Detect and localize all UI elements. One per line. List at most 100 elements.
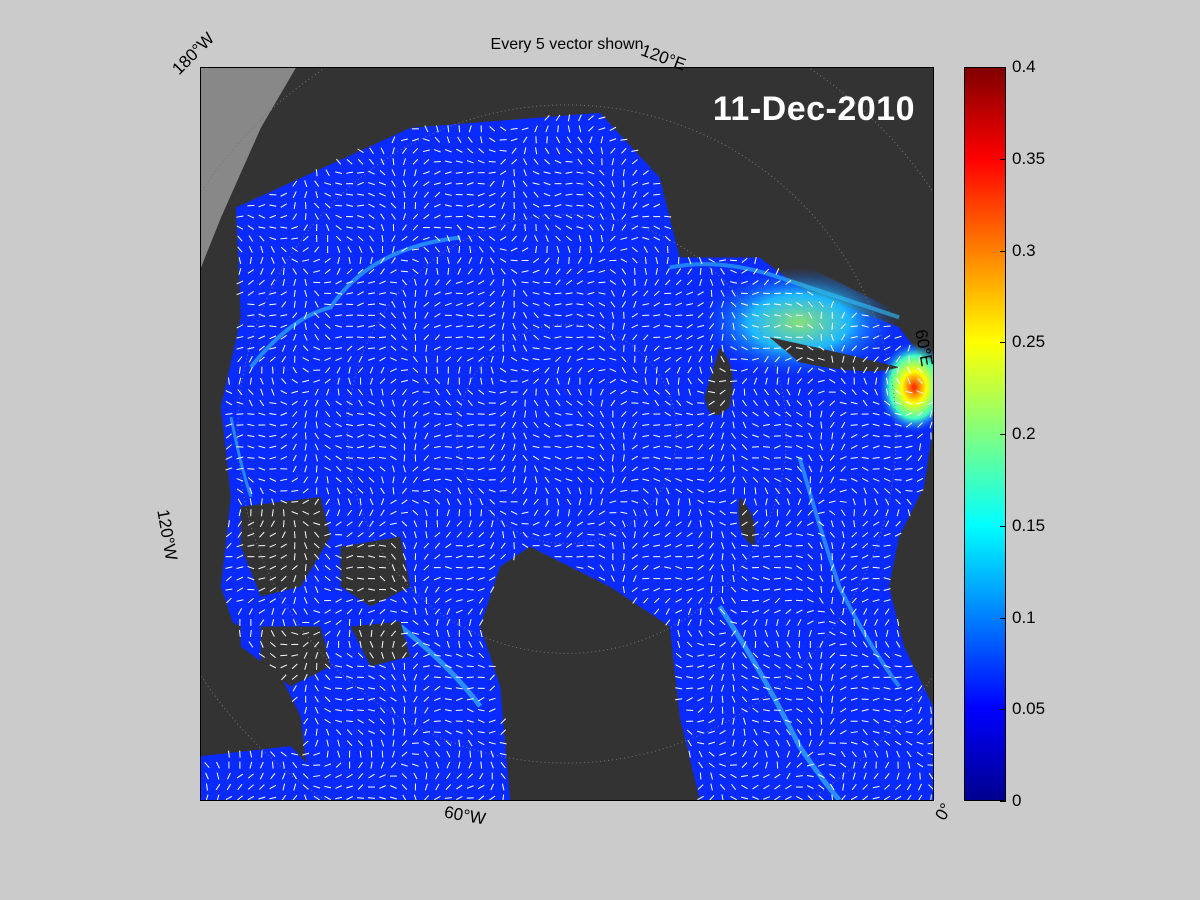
velocity-vector <box>346 457 354 459</box>
velocity-vector <box>379 192 386 197</box>
velocity-vector <box>665 619 671 626</box>
velocity-vector <box>226 597 232 604</box>
velocity-vector <box>368 718 375 724</box>
velocity-vector <box>907 761 911 769</box>
velocity-vector <box>357 729 364 735</box>
velocity-vector <box>490 267 494 275</box>
velocity-vector <box>741 576 748 582</box>
velocity-vector <box>709 323 715 330</box>
velocity-vector <box>488 719 496 723</box>
velocity-vector <box>348 366 351 374</box>
velocity-vector <box>402 465 406 473</box>
velocity-vector <box>720 290 725 297</box>
colorbar-tick-label: 0.3 <box>1012 240 1036 260</box>
velocity-vector <box>259 531 265 538</box>
velocity-vector <box>425 772 428 780</box>
velocity-vector <box>532 302 540 306</box>
velocity-vector <box>368 609 375 614</box>
velocity-vector <box>325 410 331 418</box>
velocity-vector <box>654 246 660 253</box>
velocity-vector <box>808 663 813 670</box>
velocity-vector <box>675 356 682 362</box>
velocity-vector <box>796 675 803 680</box>
velocity-vector <box>303 597 308 604</box>
velocity-vector <box>478 795 485 800</box>
velocity-vector <box>861 445 869 449</box>
velocity-vector <box>280 214 288 219</box>
velocity-vector <box>238 268 242 275</box>
velocity-vector <box>622 289 626 297</box>
velocity-vector <box>732 388 736 396</box>
velocity-vector <box>697 434 705 438</box>
velocity-vector <box>820 564 823 572</box>
velocity-vector <box>850 401 858 405</box>
velocity-vector <box>577 476 583 483</box>
velocity-vector <box>720 279 725 286</box>
velocity-vector <box>829 663 835 670</box>
velocity-vector <box>291 258 299 263</box>
velocity-vector <box>292 333 297 341</box>
velocity-vector <box>600 399 604 407</box>
velocity-vector <box>807 553 814 560</box>
velocity-vector <box>499 236 507 241</box>
velocity-vector <box>795 456 803 460</box>
velocity-vector <box>829 488 836 494</box>
velocity-vector <box>478 389 485 395</box>
velocity-vector <box>346 400 353 406</box>
velocity-vector <box>609 280 617 285</box>
velocity-vector <box>554 159 562 164</box>
velocity-vector <box>335 554 343 559</box>
velocity-vector <box>292 411 298 417</box>
velocity-vector <box>762 303 771 306</box>
velocity-vector <box>292 454 297 462</box>
velocity-vector <box>631 478 639 481</box>
velocity-vector <box>445 740 452 746</box>
velocity-vector <box>488 708 496 713</box>
velocity-vector <box>357 235 364 242</box>
velocity-vector <box>467 268 473 275</box>
velocity-vector <box>512 224 516 231</box>
velocity-vector <box>763 456 770 460</box>
velocity-vector <box>423 795 430 800</box>
velocity-vector <box>565 235 573 242</box>
colorbar-tick-label: 0.25 <box>1012 332 1046 352</box>
velocity-vector <box>754 487 757 495</box>
velocity-vector <box>754 629 757 638</box>
velocity-vector <box>763 389 769 396</box>
velocity-vector <box>270 279 276 286</box>
velocity-vector <box>412 400 419 406</box>
velocity-vector <box>302 379 310 383</box>
velocity-vector <box>751 357 760 361</box>
velocity-vector <box>719 608 726 615</box>
velocity-vector <box>621 421 626 429</box>
velocity-vector <box>664 215 672 218</box>
velocity-vector <box>324 521 332 526</box>
velocity-vector <box>424 311 429 319</box>
velocity-vector <box>457 235 462 243</box>
velocity-vector <box>391 684 396 692</box>
velocity-vector <box>831 794 834 800</box>
velocity-vector <box>817 774 825 779</box>
velocity-vector <box>422 731 430 734</box>
velocity-vector <box>280 314 288 317</box>
velocity-vector <box>883 588 891 591</box>
velocity-vector <box>292 268 297 275</box>
velocity-vector <box>401 357 408 361</box>
velocity-vector <box>850 576 858 581</box>
velocity-vector <box>906 783 912 791</box>
velocity-vector <box>796 422 803 428</box>
velocity-vector <box>467 148 474 154</box>
velocity-vector <box>269 576 277 581</box>
velocity-vector <box>807 301 814 308</box>
velocity-vector <box>346 314 354 317</box>
velocity-vector <box>576 204 584 207</box>
velocity-vector <box>269 402 277 404</box>
velocity-vector <box>434 554 441 560</box>
velocity-vector <box>919 772 921 780</box>
velocity-vector <box>686 665 694 668</box>
velocity-vector <box>422 642 430 646</box>
velocity-vector <box>829 652 836 659</box>
velocity-vector <box>346 544 354 547</box>
velocity-vector <box>643 531 649 538</box>
velocity-vector <box>313 357 321 361</box>
